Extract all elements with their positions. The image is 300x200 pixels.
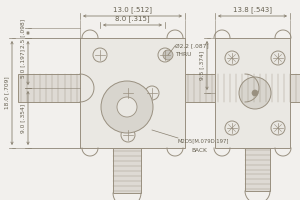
Bar xyxy=(245,148,270,191)
Bar xyxy=(80,38,185,148)
Circle shape xyxy=(117,97,137,117)
Circle shape xyxy=(145,86,159,100)
Circle shape xyxy=(158,48,172,62)
Circle shape xyxy=(121,86,135,100)
Text: 13.8 [.543]: 13.8 [.543] xyxy=(233,6,272,13)
Text: BACK: BACK xyxy=(191,148,207,153)
Bar xyxy=(185,74,245,102)
Circle shape xyxy=(239,77,271,109)
Circle shape xyxy=(252,90,258,96)
Circle shape xyxy=(225,51,239,65)
Circle shape xyxy=(271,51,285,65)
Text: 13.0 [.512]: 13.0 [.512] xyxy=(113,6,152,13)
Circle shape xyxy=(225,121,239,135)
Circle shape xyxy=(121,128,135,142)
Text: 9.0 [.354]: 9.0 [.354] xyxy=(20,103,25,133)
Bar xyxy=(18,74,80,102)
Bar xyxy=(113,148,141,193)
Text: 8.0 [.315]: 8.0 [.315] xyxy=(115,15,150,22)
Text: 9.5 [.374]: 9.5 [.374] xyxy=(199,51,204,80)
Bar xyxy=(215,38,290,148)
Text: 5.0 [.197]: 5.0 [.197] xyxy=(20,48,25,77)
Text: THRU: THRU xyxy=(175,52,191,57)
Circle shape xyxy=(271,121,285,135)
Circle shape xyxy=(163,50,173,60)
Text: 2.5 [.098]: 2.5 [.098] xyxy=(20,18,25,48)
Circle shape xyxy=(101,81,153,133)
Bar xyxy=(245,74,300,102)
Text: 18.0 [.709]: 18.0 [.709] xyxy=(4,77,9,109)
Text: Ø2.2 [.087]: Ø2.2 [.087] xyxy=(175,43,209,48)
Circle shape xyxy=(93,48,107,62)
Text: M2D5[M.079D.197]: M2D5[M.079D.197] xyxy=(178,138,230,143)
